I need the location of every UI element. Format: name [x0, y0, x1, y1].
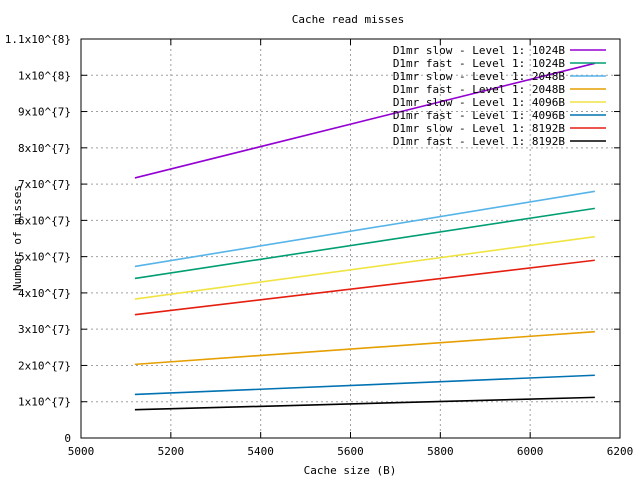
y-tick-label: 2x10^{7}	[18, 359, 71, 372]
y-tick-label: 0	[64, 432, 71, 445]
legend-label: D1mr fast - Level 1: 2048B	[393, 83, 566, 96]
legend-label: D1mr slow - Level 1: 2048B	[393, 70, 566, 83]
series-line	[134, 235, 595, 300]
y-tick-label: 5x10^{7}	[18, 251, 71, 264]
y-tick-label: 1x10^{8}	[18, 69, 71, 82]
legend-label: D1mr slow - Level 1: 1024B	[393, 44, 566, 57]
chart-title: Cache read misses	[292, 13, 405, 26]
legend-label: D1mr fast - Level 1: 1024B	[393, 57, 566, 70]
series-line	[134, 207, 595, 280]
legend-label: D1mr slow - Level 1: 4096B	[393, 96, 566, 109]
legend-label: D1mr fast - Level 1: 8192B	[393, 135, 566, 148]
x-tick-label: 5400	[247, 445, 274, 458]
y-tick-label: 1x10^{7}	[18, 396, 71, 409]
x-tick-label: 6000	[517, 445, 544, 458]
series-line	[134, 62, 596, 179]
x-axis-label: Cache size (B)	[304, 464, 397, 477]
legend-label: D1mr slow - Level 1: 8192B	[393, 122, 566, 135]
y-tick-label: 8x10^{7}	[18, 142, 71, 155]
x-tick-label: 5000	[68, 445, 95, 458]
grid	[81, 39, 620, 438]
series-line	[134, 259, 595, 316]
series-layer	[134, 62, 596, 411]
y-tick-label: 4x10^{7}	[18, 287, 71, 300]
y-tick-label: 3x10^{7}	[18, 323, 71, 336]
y-axis-label: Number of misses	[11, 185, 24, 291]
x-tick-label: 5800	[427, 445, 454, 458]
x-tick-label: 5200	[158, 445, 185, 458]
y-axis: 0 1x10^{7} 2x10^{7} 3x10^{7} 4x10^{7} 5x10^{7…	[5, 33, 620, 445]
legend-label: D1mr fast - Level 1: 4096B	[393, 109, 566, 122]
series-line	[134, 396, 595, 411]
series-line	[134, 190, 595, 268]
x-tick-label: 5600	[337, 445, 364, 458]
y-tick-label: 9x10^{7}	[18, 106, 71, 119]
y-tick-label: 6x10^{7}	[18, 214, 71, 227]
series-line	[134, 374, 595, 396]
x-tick-label: 6200	[607, 445, 634, 458]
series-line	[134, 330, 595, 366]
y-tick-label: 1.1x10^{8}	[5, 33, 71, 46]
y-tick-label: 7x10^{7}	[18, 178, 71, 191]
x-axis: 5000 5200 5400 5600 5800 6000 6200	[68, 39, 634, 458]
